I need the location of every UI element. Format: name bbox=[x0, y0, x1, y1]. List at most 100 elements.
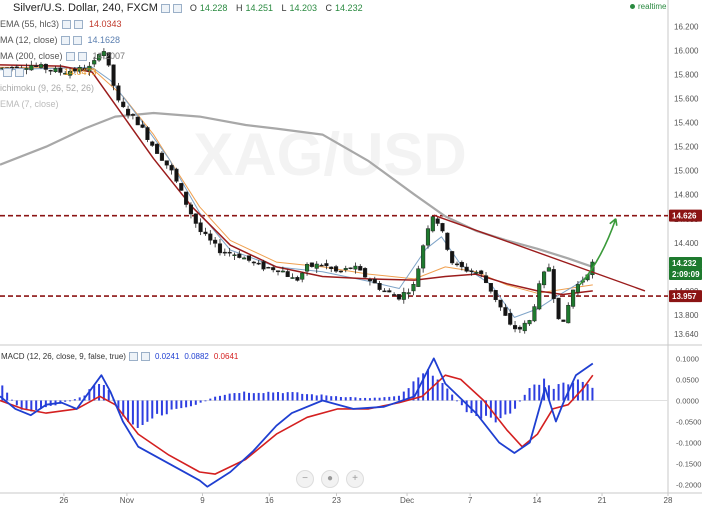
indicator-ma200[interactable]: MA (200, close) 14.2007 bbox=[0, 51, 126, 61]
candle-body bbox=[392, 294, 397, 296]
settings-icon[interactable] bbox=[128, 352, 138, 361]
candle-body bbox=[571, 289, 576, 307]
macd-tick-label: -0.0500 bbox=[676, 418, 701, 427]
candle-body bbox=[92, 60, 97, 65]
macd-histogram-bar bbox=[35, 400, 38, 411]
y-tick-label: 13.640 bbox=[674, 330, 699, 339]
candle-body bbox=[261, 261, 266, 270]
candle-body bbox=[213, 239, 218, 244]
candle-body bbox=[450, 251, 455, 264]
zoom-out-icon[interactable]: − bbox=[296, 470, 314, 488]
candle-body bbox=[329, 266, 334, 269]
macd-histogram-bar bbox=[426, 369, 429, 401]
macd-histogram-bar bbox=[335, 396, 338, 401]
close-icon bbox=[15, 67, 24, 77]
candle-body bbox=[251, 261, 256, 264]
candle-body bbox=[150, 141, 155, 146]
candle-body bbox=[309, 262, 314, 267]
macd-signal-line bbox=[0, 374, 594, 475]
indicator-ema7[interactable]: EMA (7, close) bbox=[0, 99, 59, 109]
macd-histogram-bar bbox=[518, 400, 521, 402]
candle-body bbox=[135, 116, 140, 126]
candle-body bbox=[454, 263, 460, 266]
macd-value: 0.0241 bbox=[154, 352, 180, 361]
macd-histogram-bar bbox=[40, 400, 43, 409]
candle-body bbox=[256, 262, 261, 265]
macd-histogram-bar bbox=[456, 400, 459, 402]
macd-histogram-bar bbox=[576, 379, 579, 401]
macd-histogram-bar bbox=[78, 397, 81, 401]
candle-body bbox=[227, 251, 232, 254]
zoom-reset-icon[interactable]: ● bbox=[321, 470, 339, 488]
settings-icon bbox=[65, 51, 75, 61]
macd-histogram-bar bbox=[165, 400, 168, 415]
macd-histogram-bar bbox=[572, 382, 575, 401]
candle-body bbox=[82, 68, 87, 71]
candle-body bbox=[242, 257, 247, 260]
candle-body bbox=[58, 67, 63, 73]
macd-histogram-bar bbox=[441, 383, 444, 401]
macd-histogram-bar bbox=[470, 400, 473, 414]
candle-body bbox=[566, 304, 571, 324]
macd-histogram-bar bbox=[451, 394, 454, 401]
settings-toggle-icon[interactable] bbox=[160, 3, 170, 13]
x-tick-label: 14 bbox=[532, 496, 541, 505]
candle-body bbox=[208, 233, 213, 241]
macd-histogram-bar bbox=[93, 385, 96, 401]
indicator-unnamed[interactable]: 14.0473 bbox=[0, 64, 369, 80]
macd-histogram-bar bbox=[514, 400, 517, 409]
macd-histogram-bar bbox=[538, 384, 541, 401]
macd-tick-label: -0.2000 bbox=[676, 481, 701, 490]
signal-value: 0.0882 bbox=[184, 352, 209, 361]
candle-body bbox=[304, 264, 310, 272]
ohlc-readout: O 14.228 H 14.251 L 14.203 C 14.232 bbox=[189, 3, 363, 13]
macd-histogram-bar bbox=[306, 394, 309, 401]
macd-histogram-bar bbox=[562, 382, 565, 401]
x-tick-label: 21 bbox=[598, 496, 607, 505]
macd-histogram-bar bbox=[528, 388, 531, 401]
macd-tick-label: 0.1000 bbox=[676, 354, 699, 363]
symbol-title: Silver/U.S. Dollar, 240, FXCM bbox=[13, 2, 158, 14]
indicator-ma12[interactable]: MA (12, close) 14.1628 bbox=[0, 35, 121, 45]
macd-histogram-bar bbox=[485, 400, 488, 416]
macd-histogram-bar bbox=[330, 396, 333, 401]
macd-histogram-bar bbox=[277, 392, 280, 401]
candle-body bbox=[508, 313, 513, 325]
macd-histogram-bar bbox=[122, 400, 125, 417]
macd-histogram-bar bbox=[233, 393, 236, 401]
indicator-ema55[interactable]: EMA (55, hlc3) 14.0343 bbox=[0, 19, 122, 29]
macd-histogram-bar bbox=[581, 381, 584, 401]
macd-histogram-bar bbox=[378, 397, 381, 401]
zoom-in-icon[interactable]: + bbox=[346, 470, 364, 488]
macd-histogram-bar bbox=[296, 392, 299, 401]
x-tick-label: 26 bbox=[59, 496, 68, 505]
candle-body bbox=[348, 267, 353, 270]
candle-body bbox=[271, 267, 276, 271]
close-icon[interactable] bbox=[140, 352, 150, 361]
macd-histogram-bar bbox=[388, 396, 391, 401]
macd-histogram-bar bbox=[494, 400, 497, 423]
candle-body bbox=[106, 52, 111, 66]
indicator-ichimoku[interactable]: ichimoku (9, 26, 52, 26) bbox=[0, 83, 95, 93]
macd-histogram-bar bbox=[73, 399, 76, 401]
macd-histogram-bar bbox=[223, 394, 226, 401]
candle-body bbox=[198, 222, 203, 233]
close-icon bbox=[77, 51, 87, 61]
candle-body bbox=[338, 270, 343, 273]
candle-body bbox=[561, 319, 566, 322]
y-tick-label: 15.400 bbox=[674, 119, 699, 128]
candle-body bbox=[527, 320, 532, 325]
candle-body bbox=[324, 263, 329, 267]
macd-histogram-bar bbox=[397, 395, 400, 401]
candle-body bbox=[126, 108, 131, 116]
macd-histogram-bar bbox=[523, 394, 526, 401]
macd-name: MACD (12, 26, close, 9, false, true) bbox=[1, 352, 126, 361]
hide-toggle-icon[interactable] bbox=[172, 3, 182, 13]
macd-histogram-bar bbox=[199, 400, 202, 403]
candle-body bbox=[77, 66, 82, 72]
candle-body bbox=[537, 283, 542, 310]
y-tick-label: 15.200 bbox=[674, 143, 699, 152]
candle-body bbox=[111, 64, 116, 86]
